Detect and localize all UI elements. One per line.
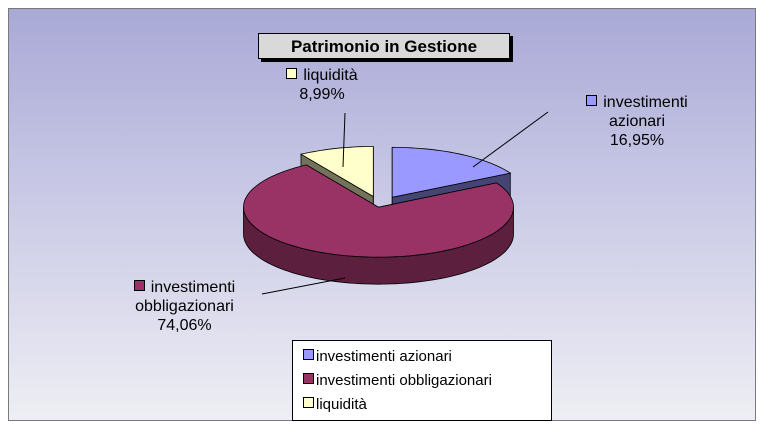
chart-title: Patrimonio in Gestione	[258, 33, 510, 59]
label-value: 8,99%	[299, 86, 345, 103]
label-category: liquidità	[303, 67, 358, 84]
label-swatch	[133, 280, 145, 291]
label-swatch	[286, 68, 298, 79]
leader-line	[472, 111, 549, 168]
label-category: investimenti obbligazionari	[135, 279, 236, 315]
label-value: 16,95%	[609, 132, 665, 149]
pie-slice	[243, 164, 514, 258]
legend-swatch	[303, 349, 314, 360]
legend-label: investimenti azionari	[316, 348, 452, 365]
leader-line	[261, 277, 346, 295]
pie-slice	[299, 146, 374, 198]
label-swatch	[586, 95, 598, 106]
legend-entry: liquidità	[303, 393, 551, 417]
legend-swatch	[303, 397, 314, 408]
leader-line	[342, 112, 346, 168]
legend-label: investimenti obbligazionari	[316, 372, 492, 389]
legend-label: liquidità	[316, 396, 367, 413]
legend-entry: investimenti obbligazionari	[303, 369, 551, 393]
data-label: liquidità 8,99%	[262, 66, 382, 104]
data-label: investimenti obbligazionari 74,06%	[92, 278, 277, 335]
label-value: 74,06%	[157, 317, 212, 334]
data-label: investimenti azionari 16,95%	[562, 93, 712, 150]
legend-swatch	[303, 373, 314, 384]
label-category: investimenti azionari	[603, 94, 688, 130]
legend-entry: investimenti azionari	[303, 345, 551, 369]
pie-slice	[391, 146, 512, 198]
legend: investimenti azionari investimenti obblig…	[292, 340, 552, 421]
